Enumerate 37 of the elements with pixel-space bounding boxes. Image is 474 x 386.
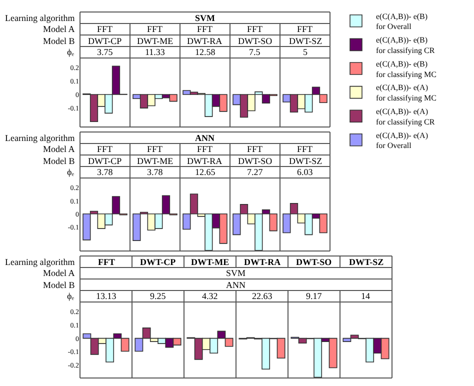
text: Model A [43, 24, 76, 34]
text: ANN [226, 280, 246, 290]
text: Model B [43, 156, 75, 166]
text: Learning algorithm [5, 133, 75, 143]
category-label: FFT DWT-RA 12.58 [187, 24, 222, 57]
text: ANN [195, 133, 215, 143]
category-label: FFT 13.13 [96, 257, 116, 301]
text: ϕₑ [67, 291, 75, 301]
category-label: FFT DWT-CP 3.78 [88, 144, 122, 177]
text: Model B [43, 280, 75, 290]
legend-label: e(C(A,B))- e(B) for classifying CR [376, 36, 436, 56]
category-label: DWT-CP 9.25 [140, 257, 176, 301]
category-label: FFT DWT-RA 12.65 [187, 144, 222, 177]
category-label: FFT DWT-SO 7.5 [238, 24, 272, 57]
category-label: FFT DWT-SO 7.27 [238, 144, 272, 177]
text: Model A [43, 144, 76, 154]
category-label: FFT DWT-SZ 5 [289, 24, 322, 57]
legend-label: e(C(A,B))- e(A) for classifying CR [376, 107, 436, 126]
text: SVM [226, 268, 246, 278]
category-label: FFT DWT-CP 3.75 [88, 24, 122, 57]
category-label: DWT-SZ 14 [349, 257, 384, 301]
category-label: FFT DWT-ME 11.33 [137, 24, 174, 57]
legend-label: e(C(A,B))- e(A) for Overall [376, 130, 428, 150]
legend-label: e(C(A,B))- e(A) for classifying MC [376, 83, 436, 103]
text: Learning algorithm [5, 13, 75, 23]
text: Learning algorithm [5, 257, 75, 267]
category-label: FFT DWT-ME 3.78 [137, 144, 174, 177]
text: ϕₑ [67, 47, 75, 57]
text: ϕₑ [67, 167, 75, 177]
legend-label: e(C(A,B))- e(B) for Overall [376, 12, 428, 32]
category-label: FFT DWT-SZ 6.03 [289, 144, 322, 177]
text: SVM [195, 13, 216, 23]
legend-label: e(C(A,B))- e(B) for classifying MC [376, 59, 436, 79]
text: Model A [43, 268, 76, 278]
category-label: DWT-RA 22.63 [244, 257, 281, 301]
category-label: DWT-SO 9.17 [296, 257, 332, 301]
text: Model B [43, 36, 75, 46]
